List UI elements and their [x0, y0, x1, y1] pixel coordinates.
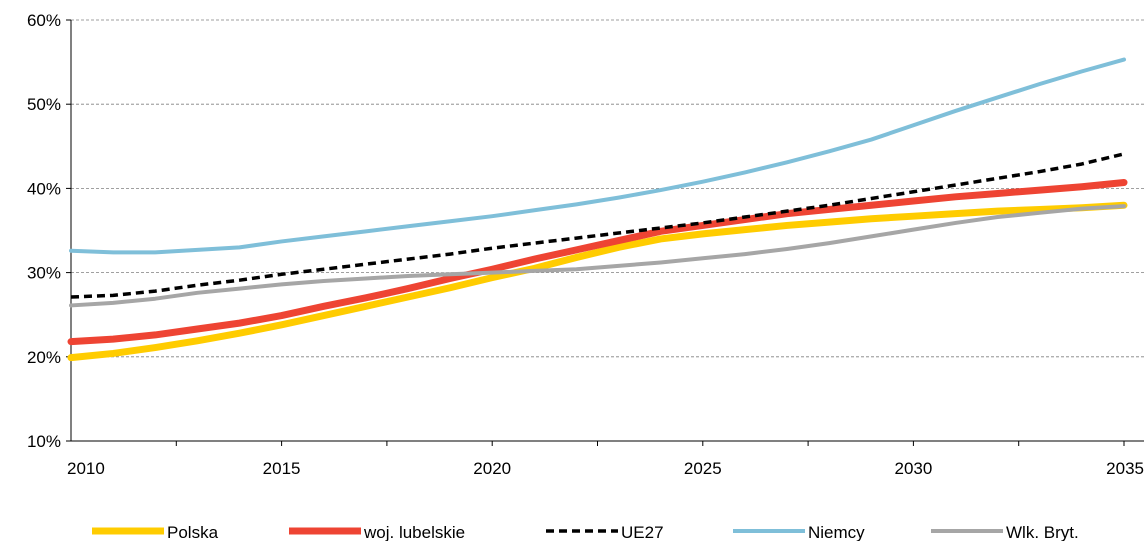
legend-label: woj. lubelskie: [363, 523, 465, 541]
legend-label: UE27: [621, 523, 664, 541]
x-tick-label: 2020: [473, 459, 511, 478]
legend-label: Wlk. Bryt.: [1006, 523, 1079, 541]
y-tick-label: 60%: [27, 11, 61, 30]
legend-label: Niemcy: [808, 523, 865, 541]
series-line-wlk-bryt: [69, 204, 1126, 308]
series-line-polska: [67, 201, 1128, 362]
series-line-woj-lubelskie: [67, 179, 1128, 346]
x-tick-label: 2015: [263, 459, 301, 478]
x-tick-label: 2030: [894, 459, 932, 478]
tick-labels: 10% 20% 30% 40% 50% 60% 2010 2015 2020 2025 2030 20…: [27, 11, 1144, 478]
legend: Polska woj. lubelskie UE27 Niemcy Wlk. Bryt.: [92, 523, 1079, 541]
series-line-ue27: [70, 152, 1125, 299]
series-lines: [67, 57, 1128, 362]
x-tick-label: 2010: [67, 459, 105, 478]
series-line-niemcy: [69, 57, 1126, 255]
gridlines: [71, 19, 1144, 358]
x-tick-label: 2025: [684, 459, 722, 478]
y-tick-label: 10%: [27, 432, 61, 451]
y-tick-label: 20%: [27, 348, 61, 367]
y-tick-label: 30%: [27, 264, 61, 283]
x-tick-label: 2035: [1106, 459, 1144, 478]
legend-label: Polska: [167, 523, 219, 541]
axes: [66, 19, 1144, 446]
y-tick-label: 50%: [27, 95, 61, 114]
y-tick-label: 40%: [27, 179, 61, 198]
